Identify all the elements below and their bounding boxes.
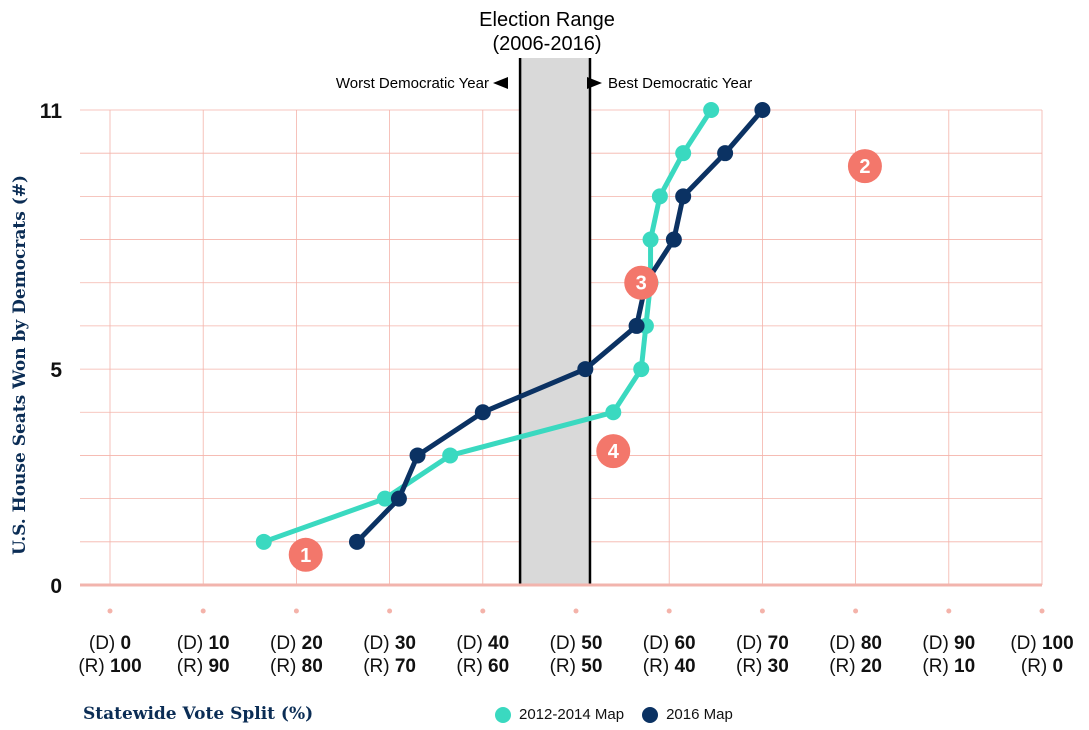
x-tick-label-d: (D) 50 [550,633,603,654]
x-tick-label-d: (D) 20 [270,633,323,654]
range-title-line1: Election Range [479,9,615,31]
y-tick-labels: 0 5 11 [40,100,63,598]
x-tick-label-d: (D) 10 [177,633,230,654]
series-1-point [675,188,692,205]
legend-dot-2012-2014 [495,706,511,723]
worst-democratic-year-label: Worst Democratic Year [336,75,489,92]
y-axis-title: U.S. House Seats Won by Democrats (#) [10,175,30,555]
callouts: 1 2 3 4 [288,149,882,572]
x-tick-label-r: (R) 40 [643,656,696,677]
legend: 2012-2014 Map 2016 Map [495,706,751,723]
x-tick-label-r: (R) 0 [1021,656,1063,677]
x-tick-dot [759,608,765,614]
legend-label-2012-2014: 2012-2014 Map [519,706,625,723]
x-tick-label-d: (D) 0 [89,633,131,654]
callout-badge [847,149,882,184]
x-axis-dots [107,608,1045,614]
best-democratic-year-label: Best Democratic Year [608,75,752,92]
x-tick-label-d: (D) 30 [363,633,416,654]
series-1-point [628,317,645,334]
range-title-line2: (2006-2016) [493,33,602,55]
x-tick-dot [573,608,579,614]
series-1-point [390,490,407,507]
series-1-point [409,447,426,464]
x-tick-label-d: (D) 60 [643,633,696,654]
x-tick-label-d: (D) 40 [456,633,509,654]
x-tick-label-r: (R) 50 [550,656,603,677]
x-tick-dot [293,608,299,614]
x-tick-label-r: (R) 60 [456,656,509,677]
y-tick-label: 11 [40,100,63,123]
left-arrow-icon [493,77,508,89]
callout-badge [624,265,659,300]
x-tick-label-r: (R) 80 [270,656,323,677]
callout-number: 2 [859,156,870,178]
series-0-point [442,447,459,464]
series-1-point [717,145,734,162]
y-tick-label: 5 [50,359,62,382]
x-tick-dot [480,608,486,614]
x-tick-dot [853,608,859,614]
x-tick-label-d: (D) 70 [736,633,789,654]
series-0-point [255,533,272,550]
legend-item-2012-2014: 2012-2014 Map [495,706,624,723]
series-0-point [651,188,668,205]
x-tick-dot [107,608,113,614]
right-arrow-icon [587,77,602,89]
series-0-point [642,231,659,248]
legend-item-2016: 2016 Map [642,706,733,723]
x-tick-dot [666,608,672,614]
x-tick-label-d: (D) 100 [1010,633,1073,654]
series-1-point [474,404,491,421]
x-tick-label-r: (R) 70 [363,656,416,677]
series-1-point [348,533,365,550]
callout-number: 4 [608,441,620,463]
x-tick-dot [387,608,393,614]
x-tick-label-r: (R) 90 [177,656,230,677]
x-tick-dot [946,608,952,614]
legend-dot-2016 [642,706,659,723]
election-range-band [520,58,590,585]
x-tick-label-r: (R) 30 [736,656,789,677]
x-axis-title: Statewide Vote Split (%) [83,704,314,724]
y-tick-label: 0 [50,575,62,598]
series-1-point [577,361,594,378]
x-tick-label-r: (R) 20 [829,656,882,677]
series-0-point [675,145,692,162]
x-tick-label-d: (D) 80 [829,633,882,654]
series-1-point [754,102,771,118]
x-tick-dot [200,608,206,614]
x-tick-dot [1039,608,1045,614]
x-tick-label-d: (D) 90 [922,633,975,654]
x-tick-label-r: (R) 100 [78,656,141,677]
callout-badge [288,537,323,572]
callout-number: 1 [300,545,311,567]
series-0-point [605,404,622,421]
callout-badge [596,434,631,469]
series-0-point [376,490,393,507]
series-1-point [665,231,682,248]
x-tick-label-r: (R) 10 [922,656,975,677]
series-0-point [633,361,650,378]
series-0-point [703,102,720,118]
legend-label-2016: 2016 Map [666,706,733,723]
x-tick-labels: (D) 0(R) 100 (D) 10(R) 90 (D) 20(R) 80 (D) … [78,633,1073,677]
callout-number: 3 [636,273,647,295]
